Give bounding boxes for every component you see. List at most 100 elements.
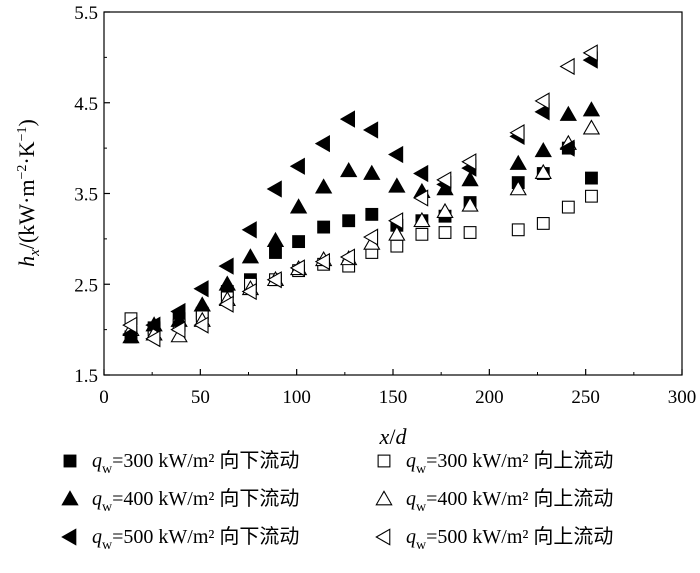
legend-symbol-q: q xyxy=(406,488,416,510)
data-point xyxy=(289,259,305,277)
x-tick-label: 200 xyxy=(475,387,504,408)
data-point xyxy=(122,316,138,334)
legend-label: qw=400 kW/m² 向上流动 xyxy=(406,487,613,515)
legend-label-text: =300 kW/m² 向上流动 xyxy=(426,449,613,472)
legend-label-text: =400 kW/m² 向上流动 xyxy=(426,487,613,510)
y-axis-label-units: /(kW·m xyxy=(14,180,39,250)
y-axis-label-h: h xyxy=(14,256,39,267)
data-point xyxy=(218,295,234,313)
x-tick-label: 100 xyxy=(282,387,311,408)
data-point xyxy=(388,225,406,241)
data-point xyxy=(559,139,575,157)
data-point xyxy=(534,163,552,179)
data-point xyxy=(536,217,550,230)
legend: qw=300 kW/m² 向下流动 qw=300 kW/m² 向上流动qw=400… xyxy=(61,449,613,553)
x-tick-label: 250 xyxy=(571,387,600,408)
data-point xyxy=(145,316,161,334)
data-point xyxy=(314,252,330,271)
legend-symbol-sub: w xyxy=(416,538,427,553)
legend-marker xyxy=(63,454,77,468)
legend-symbol-q: q xyxy=(406,526,416,548)
legend-symbol-q: q xyxy=(92,450,102,472)
data-point xyxy=(413,211,431,228)
data-point xyxy=(534,142,552,158)
data-point xyxy=(509,180,527,196)
data-point xyxy=(314,134,330,153)
data-point xyxy=(461,196,479,212)
legend-item-4: qw=500 kW/m² 向下流动 xyxy=(61,525,299,553)
y-tick-label: 2.5 xyxy=(74,275,98,296)
data-point xyxy=(340,162,358,178)
data-point xyxy=(436,202,454,218)
data-point xyxy=(317,220,331,234)
series-5 xyxy=(122,44,598,348)
legend-label: qw=500 kW/m² 向上流动 xyxy=(406,525,613,553)
data-point xyxy=(390,239,404,253)
data-point xyxy=(511,223,525,237)
data-point xyxy=(145,330,161,348)
data-point xyxy=(534,92,550,110)
data-point xyxy=(388,212,404,230)
data-point xyxy=(585,171,598,185)
data-point xyxy=(559,57,575,76)
data-point xyxy=(559,105,577,121)
data-point xyxy=(582,119,601,135)
legend-label: qw=300 kW/m² 向下流动 xyxy=(92,449,299,477)
data-point xyxy=(241,248,260,264)
legend-symbol-sub: w xyxy=(416,462,427,477)
data-point xyxy=(463,226,477,239)
legend-marker xyxy=(61,528,77,546)
data-point xyxy=(436,171,452,189)
y-axis-label-exp1: −2 xyxy=(15,165,30,180)
legend-item-1: qw=300 kW/m² 向上流动 xyxy=(377,449,613,477)
legend-marker xyxy=(375,490,393,506)
series-1 xyxy=(124,189,598,337)
y-tick-label: 5.5 xyxy=(74,3,98,24)
data-point xyxy=(266,180,282,198)
x-axis-label-x: x xyxy=(379,424,390,449)
data-point xyxy=(170,302,186,321)
series-3 xyxy=(122,119,601,343)
legend-label-text: =500 kW/m² 向下流动 xyxy=(112,525,299,548)
data-point xyxy=(509,154,527,170)
data-point xyxy=(461,153,477,171)
data-point xyxy=(193,296,211,312)
legend-symbol-q: q xyxy=(92,526,102,548)
legend-label-text: =400 kW/m² 向下流动 xyxy=(112,487,299,510)
y-axis-label-sub: x xyxy=(27,249,43,257)
data-point xyxy=(561,200,575,214)
data-point xyxy=(415,227,429,241)
data-point xyxy=(388,177,406,193)
data-point xyxy=(388,145,404,164)
markers xyxy=(122,44,601,348)
series-2 xyxy=(122,101,601,344)
legend-item-0: qw=300 kW/m² 向下流动 xyxy=(63,449,299,477)
legend-symbol-sub: w xyxy=(102,462,113,477)
data-point xyxy=(193,316,209,334)
y-tick-label: 3.5 xyxy=(74,185,98,206)
data-point xyxy=(241,221,257,239)
legend-marker xyxy=(375,528,391,546)
series-4 xyxy=(122,51,598,343)
data-point xyxy=(582,44,598,62)
data-point xyxy=(314,178,333,194)
x-tick-label: 150 xyxy=(379,387,408,408)
data-point xyxy=(342,214,356,228)
legend-symbol-q: q xyxy=(406,450,416,472)
data-point xyxy=(582,101,601,117)
legend-label: qw=500 kW/m² 向下流动 xyxy=(92,525,299,553)
data-point xyxy=(534,103,550,121)
y-tick-label: 1.5 xyxy=(74,366,98,387)
data-point xyxy=(218,275,236,291)
data-point xyxy=(339,110,356,128)
data-point xyxy=(218,257,234,275)
y-axis-label-mid: ·K xyxy=(14,141,39,164)
legend-item-5: qw=500 kW/m² 向上流动 xyxy=(375,525,613,553)
ticks xyxy=(103,11,683,376)
data-point xyxy=(289,157,305,175)
data-point xyxy=(461,171,479,187)
data-point xyxy=(413,189,429,207)
legend-marker xyxy=(61,490,79,506)
legend-symbol-q: q xyxy=(92,488,102,510)
legend-label: qw=400 kW/m² 向下流动 xyxy=(92,487,299,515)
